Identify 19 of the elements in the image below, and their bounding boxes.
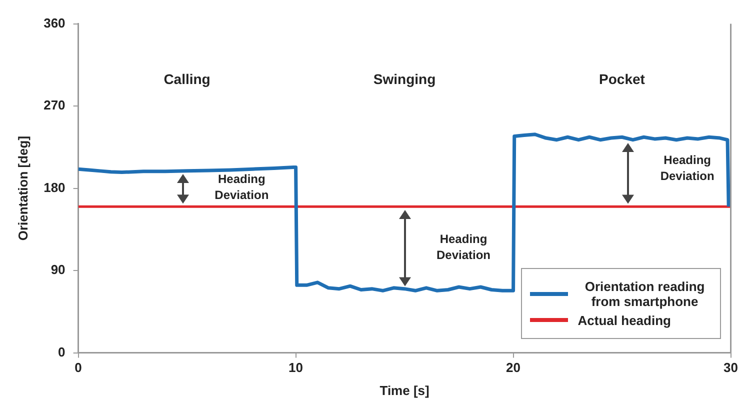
legend-label: Orientation reading from smartphone (584, 278, 706, 309)
annotation: Swinging (372, 70, 437, 87)
y-tick-label: 270 (44, 98, 66, 113)
y-axis-title: Orientation [deg] (15, 136, 30, 241)
x-tick-label: 30 (724, 360, 738, 376)
y-tick-label: 180 (44, 180, 66, 195)
x-tick-label: 20 (506, 360, 521, 376)
annotation: Pocket (598, 70, 646, 87)
y-tick-label: 0 (58, 344, 66, 360)
annotation: Heading Deviation (436, 230, 492, 263)
legend-label: Actual heading (578, 312, 671, 328)
x-tick-label: 0 (74, 360, 82, 376)
annotation: Heading Deviation (214, 171, 270, 204)
annotation: Heading Deviation (659, 152, 716, 184)
x-tick-label: 10 (288, 360, 304, 376)
x-axis-title: Time [s] (380, 382, 430, 398)
y-tick-label: 360 (44, 15, 66, 30)
y-tick-label: 90 (50, 262, 66, 278)
annotation: Calling (162, 70, 212, 87)
